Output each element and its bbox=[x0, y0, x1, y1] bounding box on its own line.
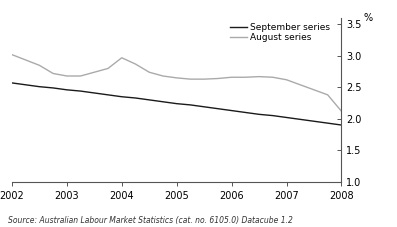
August series bbox=[133, 63, 138, 65]
August series bbox=[51, 72, 56, 75]
August series bbox=[270, 76, 275, 79]
September series bbox=[78, 90, 83, 92]
August series bbox=[298, 84, 303, 86]
September series bbox=[257, 113, 262, 116]
Y-axis label: %: % bbox=[363, 13, 372, 23]
September series bbox=[51, 86, 56, 89]
September series bbox=[188, 104, 193, 106]
August series bbox=[243, 76, 248, 79]
August series bbox=[78, 75, 83, 77]
Legend: September series, August series: September series, August series bbox=[227, 19, 334, 46]
August series bbox=[10, 53, 14, 56]
August series bbox=[147, 71, 152, 74]
August series bbox=[174, 76, 179, 79]
August series bbox=[106, 67, 110, 70]
August series bbox=[257, 75, 262, 78]
August series bbox=[229, 76, 234, 79]
September series bbox=[298, 118, 303, 121]
August series bbox=[284, 78, 289, 81]
September series bbox=[147, 99, 152, 101]
August series bbox=[37, 64, 42, 67]
September series bbox=[23, 84, 28, 86]
September series bbox=[64, 89, 69, 91]
August series bbox=[202, 78, 206, 81]
September series bbox=[37, 85, 42, 88]
September series bbox=[216, 107, 220, 110]
September series bbox=[10, 81, 14, 84]
August series bbox=[64, 75, 69, 77]
September series bbox=[92, 92, 97, 94]
August series bbox=[160, 75, 165, 77]
September series bbox=[202, 105, 206, 108]
September series bbox=[312, 120, 316, 123]
September series bbox=[339, 124, 344, 126]
September series bbox=[160, 100, 165, 103]
Line: September series: September series bbox=[12, 83, 341, 125]
September series bbox=[106, 94, 110, 96]
September series bbox=[133, 97, 138, 99]
August series bbox=[312, 89, 316, 91]
September series bbox=[243, 111, 248, 114]
August series bbox=[216, 77, 220, 80]
Text: Source: Australian Labour Market Statistics (cat. no. 6105.0) Datacube 1.2: Source: Australian Labour Market Statist… bbox=[8, 216, 293, 225]
September series bbox=[229, 109, 234, 112]
September series bbox=[119, 95, 124, 98]
September series bbox=[270, 114, 275, 117]
August series bbox=[188, 78, 193, 81]
Line: August series: August series bbox=[12, 55, 341, 111]
September series bbox=[174, 102, 179, 105]
September series bbox=[284, 116, 289, 119]
August series bbox=[325, 94, 330, 96]
September series bbox=[325, 122, 330, 124]
August series bbox=[339, 110, 344, 113]
August series bbox=[92, 71, 97, 74]
August series bbox=[119, 56, 124, 59]
